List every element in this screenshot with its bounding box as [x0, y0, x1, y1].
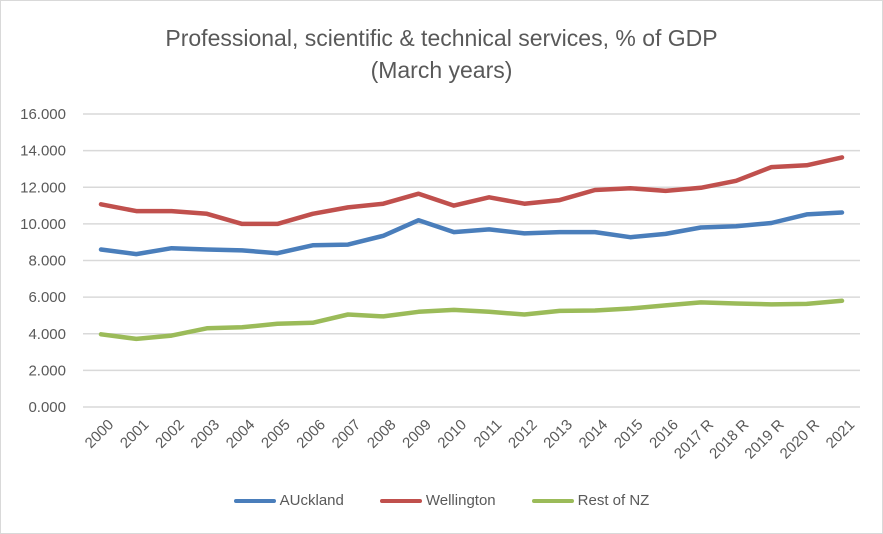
chart-title: Professional, scientific & technical ser…	[0, 22, 883, 86]
legend-swatch	[531, 498, 574, 503]
x-tick-label: 2020 R	[777, 416, 823, 462]
gridlines	[83, 113, 860, 408]
y-tick-label: 12.000	[20, 179, 66, 196]
x-tick-label: 2012	[505, 416, 541, 452]
x-tick-label: 2003	[187, 416, 223, 452]
x-tick-label: 2002	[152, 416, 188, 452]
x-tick-label: 2001	[117, 416, 153, 452]
x-tick-label: 2009	[399, 416, 435, 452]
x-axis-ticks: 2000 2001 2002 2003 2004 2005 2006 2007 2008 2009…	[82, 416, 859, 462]
series-line-rest-of-nz	[98, 298, 845, 342]
legend-label: Wellington	[425, 492, 496, 509]
legend-label: AUckland	[279, 492, 344, 509]
y-tick-label: 2.000	[28, 362, 66, 379]
legend: AUckland Wellington Rest of NZ	[0, 492, 883, 509]
legend-label: Rest of NZ	[577, 492, 650, 509]
x-tick-label: 2013	[540, 416, 576, 452]
x-tick-label: 2006	[293, 416, 329, 452]
y-tick-label: 10.000	[20, 216, 66, 233]
y-tick-label: 16.000	[20, 106, 66, 123]
y-tick-label: 6.000	[28, 289, 66, 306]
series-line-wellington	[98, 155, 845, 227]
legend-swatch	[233, 498, 276, 503]
x-tick-label: 2004	[223, 416, 259, 452]
x-tick-label: 2015	[611, 416, 647, 452]
legend-item: Wellington	[379, 492, 496, 509]
x-tick-label: 2005	[258, 416, 294, 452]
y-tick-label: 0.000	[28, 399, 66, 416]
x-tick-label: 2000	[82, 416, 118, 452]
legend-swatch	[379, 498, 422, 503]
chart-subtitle: (March years)	[370, 57, 513, 83]
x-tick-label: 2011	[471, 416, 506, 451]
y-axis-ticks: 0.000 2.000 4.000 6.000 8.000 10.000 12.000 14.…	[20, 106, 66, 416]
chart-title-main: Professional, scientific & technical ser…	[165, 25, 718, 51]
series-line-auckland	[98, 210, 845, 257]
x-tick-label: 2014	[576, 416, 612, 452]
y-tick-label: 8.000	[28, 253, 66, 270]
x-tick-label: 2008	[364, 416, 400, 452]
y-tick-label: 4.000	[28, 326, 66, 343]
y-tick-label: 14.000	[20, 143, 66, 160]
x-tick-label: 2021	[823, 416, 859, 452]
x-tick-label: 2007	[329, 416, 365, 452]
legend-item: AUckland	[233, 492, 344, 509]
series-lines	[98, 155, 845, 342]
x-tick-label: 2010	[434, 416, 470, 452]
legend-item: Rest of NZ	[531, 492, 650, 509]
